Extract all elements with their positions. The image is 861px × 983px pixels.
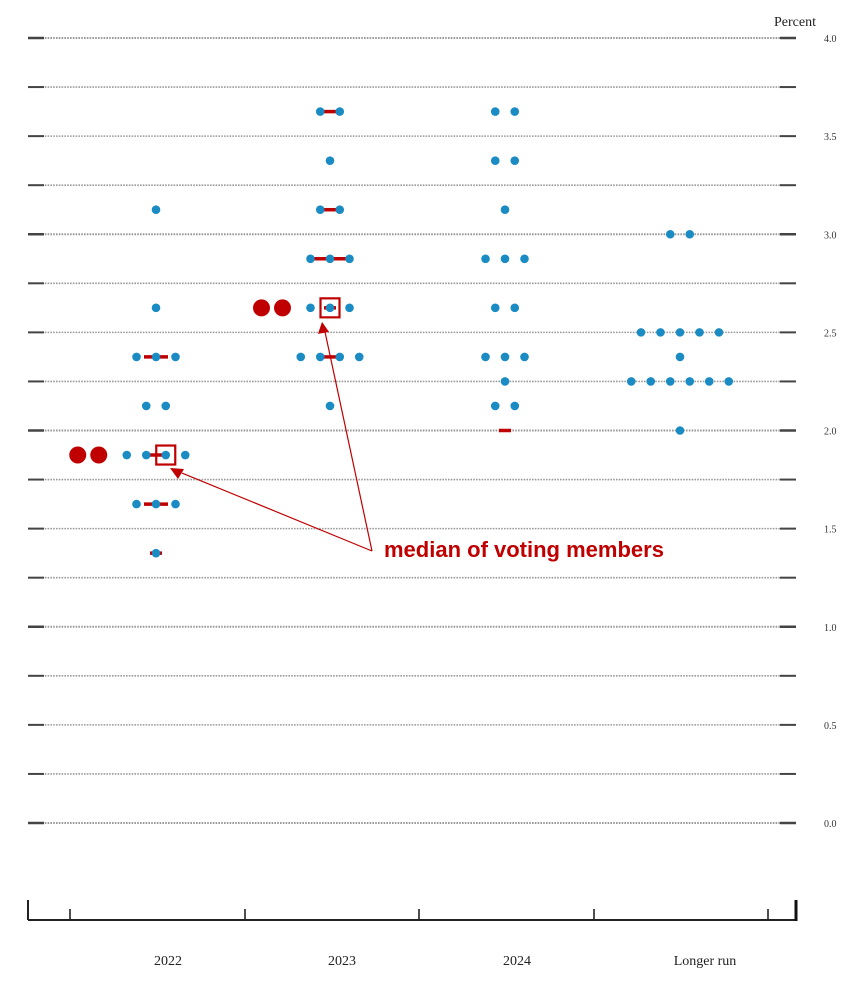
dot	[724, 377, 734, 386]
dot	[296, 352, 306, 362]
y-unit-label: Percent	[774, 15, 816, 30]
dot	[510, 303, 520, 313]
y-tick-label: 0.5	[824, 721, 837, 732]
arrow-head	[318, 321, 329, 334]
dot	[151, 205, 161, 215]
dot	[520, 352, 529, 362]
y-tick-labels: 4.0 3.5 3.0 2.5 2.0 1.5 1.0 0.5 0.0	[824, 34, 837, 830]
dot	[171, 352, 180, 362]
dot	[500, 377, 510, 386]
dot	[354, 352, 364, 362]
dot	[180, 450, 190, 460]
dot	[704, 377, 714, 386]
dot	[306, 303, 315, 313]
dot	[695, 328, 704, 337]
dot	[122, 450, 132, 460]
dot	[151, 303, 161, 313]
gridlines	[28, 36, 796, 825]
dot	[510, 107, 520, 116]
dot	[325, 401, 335, 411]
dot	[161, 401, 171, 411]
dot	[325, 254, 335, 264]
dot	[675, 328, 685, 337]
x-category-label: 2024	[503, 954, 531, 969]
dot	[481, 352, 490, 362]
voting-member-dot	[90, 446, 108, 464]
voting-member-dot	[253, 299, 270, 317]
arrow-head	[170, 468, 184, 480]
voting-member-dot	[69, 446, 87, 464]
dot	[490, 401, 500, 411]
dot	[151, 548, 161, 558]
dot	[335, 107, 345, 116]
dot	[132, 352, 141, 362]
dot-marks	[69, 107, 734, 558]
dot	[335, 352, 345, 362]
dot	[151, 352, 161, 362]
x-category-label: Longer run	[674, 954, 737, 969]
dot	[500, 254, 510, 264]
y-tick-label: 3.5	[824, 132, 837, 143]
dot	[315, 107, 325, 116]
annotation-arrow	[324, 331, 373, 552]
dot	[510, 156, 520, 165]
dot	[325, 303, 335, 313]
annotation-text: median of voting members	[384, 537, 664, 562]
y-tick-label: 1.0	[824, 623, 837, 634]
dot	[714, 328, 724, 337]
dot	[335, 205, 345, 215]
dot	[665, 377, 675, 386]
dot	[665, 229, 675, 239]
dot	[490, 107, 500, 116]
y-tick-label: 2.5	[824, 328, 837, 339]
dot	[345, 303, 354, 313]
median-box	[319, 297, 341, 319]
dot	[132, 499, 141, 509]
annotation-arrow	[181, 472, 373, 552]
x-axis	[27, 900, 798, 921]
dot	[675, 426, 685, 435]
dot	[481, 254, 490, 264]
median-box	[155, 444, 177, 466]
dot	[141, 401, 151, 411]
dot	[141, 450, 151, 460]
dot	[675, 352, 685, 362]
dot	[636, 328, 646, 337]
y-tick-label: 0.0	[824, 819, 837, 830]
dot	[490, 156, 500, 165]
dot	[161, 450, 171, 460]
y-tick-label: 1.5	[824, 525, 837, 536]
dot	[315, 352, 325, 362]
dot	[171, 499, 180, 509]
x-category-label: 2023	[328, 954, 356, 969]
dot	[500, 205, 510, 215]
y-tick-label: 2.0	[824, 427, 837, 438]
x-category-label: 2022	[154, 954, 182, 969]
dot	[656, 328, 665, 337]
median-annotation: median of voting members	[170, 321, 664, 562]
dot	[500, 352, 510, 362]
voting-member-dot	[274, 299, 291, 317]
dot	[685, 229, 695, 239]
x-category-labels: 2022 2023 2024 Longer run	[154, 954, 736, 969]
dot	[685, 377, 695, 386]
dot	[490, 303, 500, 313]
y-tick-label: 4.0	[824, 34, 837, 45]
dot	[315, 205, 325, 215]
dot	[306, 254, 315, 264]
dot	[345, 254, 354, 264]
dot	[626, 377, 636, 386]
dot	[646, 377, 656, 386]
dot	[325, 156, 335, 165]
y-tick-label: 3.0	[824, 230, 837, 241]
dot	[520, 254, 529, 264]
dot	[510, 401, 520, 411]
dot	[151, 499, 161, 509]
